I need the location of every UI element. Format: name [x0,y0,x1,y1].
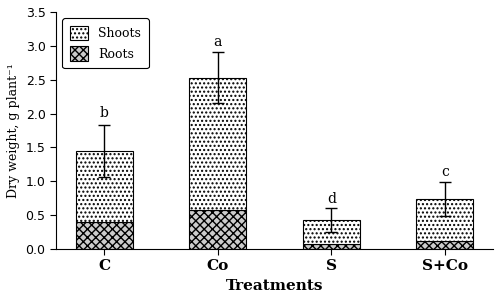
Bar [190,210,246,249]
Text: a: a [214,34,222,49]
Bar [76,222,132,249]
Bar [303,244,360,249]
Bar [303,220,360,244]
X-axis label: Treatments: Treatments [226,279,323,293]
Y-axis label: Dry weight, g plant⁻¹: Dry weight, g plant⁻¹ [7,63,20,198]
Bar [190,78,246,210]
Text: b: b [100,106,108,120]
Text: d: d [327,192,336,206]
Bar [416,241,473,249]
Bar [76,151,132,222]
Bar [416,199,473,241]
Legend: Shoots, Roots: Shoots, Roots [62,18,149,68]
Text: c: c [441,165,448,178]
